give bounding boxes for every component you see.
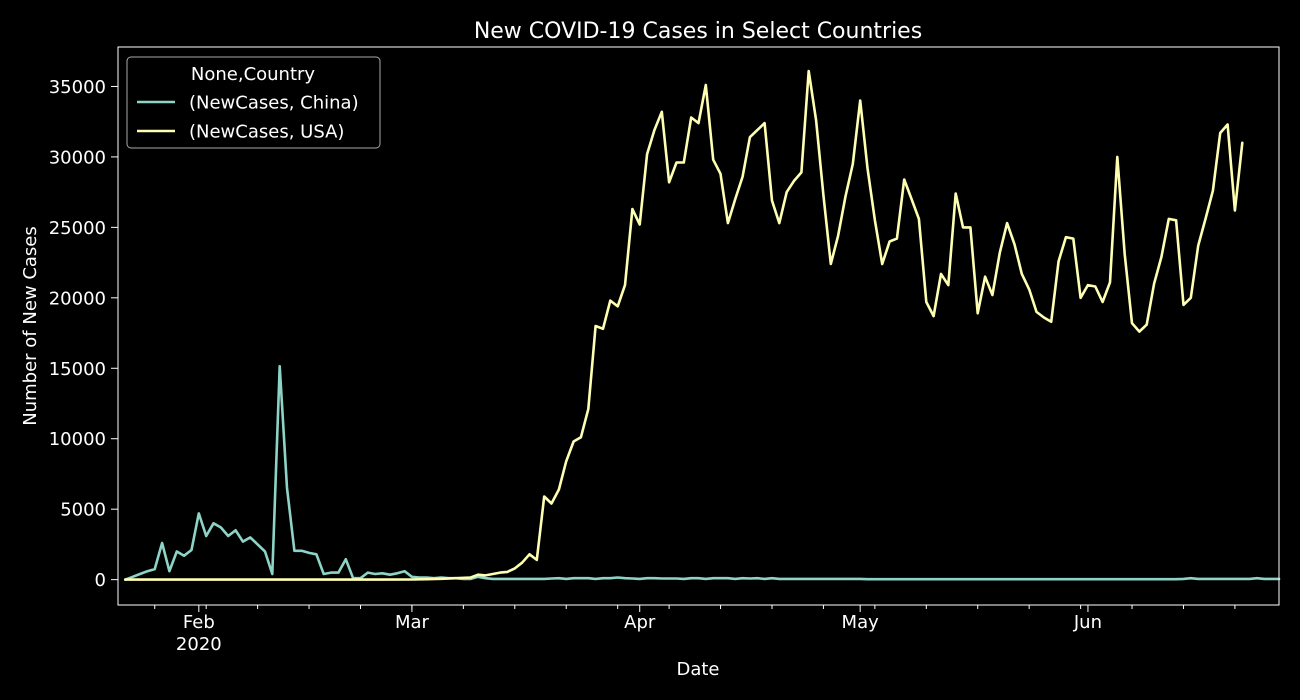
plot-area (124, 69, 1281, 581)
x-tick-label: Feb (183, 612, 215, 633)
chart-title: New COVID-19 Cases in Select Countries (474, 19, 922, 44)
plot-frame (117, 46, 1280, 606)
y-axis-label: Number of New Cases (20, 226, 41, 426)
legend-box (126, 56, 381, 149)
y-tick-label: 20000 (49, 288, 106, 309)
x-tick-sublabel: 2020 (176, 634, 222, 655)
legend-title: None,Country (191, 64, 316, 85)
y-tick-label: 0 (95, 570, 106, 591)
y-tick-label: 30000 (49, 147, 106, 168)
series-line-usa (124, 69, 1244, 581)
x-tick-label: Jun (1073, 612, 1102, 633)
legend: None,Country (NewCases, China) (NewCases, … (126, 56, 381, 149)
x-tick-label: May (842, 612, 880, 633)
x-tick-label: Apr (624, 612, 656, 633)
legend-entry-label: (NewCases, China) (189, 93, 359, 114)
x-tick-label: Mar (395, 612, 430, 633)
y-tick-label: 5000 (60, 500, 106, 521)
y-tick-label: 25000 (49, 218, 106, 239)
y-tick-label: 10000 (49, 429, 106, 450)
series-line-china (124, 364, 1281, 581)
y-tick-label: 15000 (49, 359, 106, 380)
y-tick-label: 35000 (49, 77, 106, 98)
y-axis: 0 5000 10000 15000 20000 25000 30000 35000 (49, 77, 118, 591)
legend-entry-label: (NewCases, USA) (189, 122, 344, 143)
x-axis-label: Date (676, 659, 719, 680)
